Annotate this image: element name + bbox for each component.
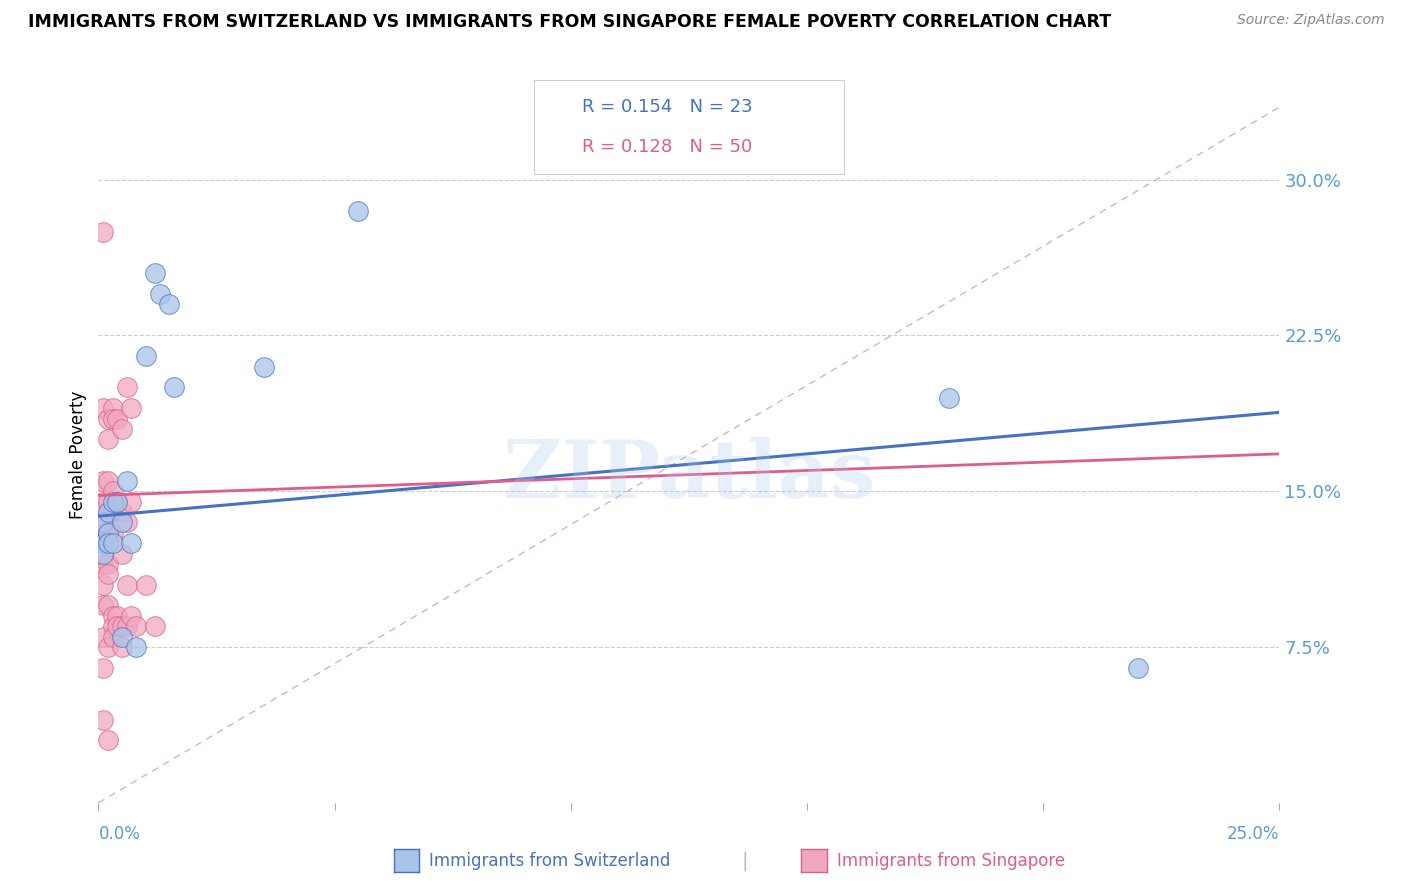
Point xyxy=(91,474,114,488)
Point xyxy=(91,536,114,550)
Point xyxy=(91,661,114,675)
Point xyxy=(97,599,120,613)
Point xyxy=(91,557,114,571)
Point xyxy=(91,547,114,561)
Point xyxy=(97,525,120,540)
Point xyxy=(97,505,120,519)
Text: IMMIGRANTS FROM SWITZERLAND VS IMMIGRANTS FROM SINGAPORE FEMALE POVERTY CORRELAT: IMMIGRANTS FROM SWITZERLAND VS IMMIGRANT… xyxy=(28,13,1111,31)
Point xyxy=(97,557,120,571)
Point xyxy=(111,547,134,561)
Point xyxy=(115,619,138,633)
Point xyxy=(157,297,180,311)
Point xyxy=(101,411,124,425)
Text: 0.0%: 0.0% xyxy=(98,825,141,843)
Point xyxy=(91,516,114,530)
Point xyxy=(97,474,120,488)
Point xyxy=(101,536,124,550)
Point xyxy=(91,525,114,540)
Point xyxy=(115,578,138,592)
Point xyxy=(101,494,124,508)
Point xyxy=(121,536,143,550)
Point xyxy=(347,203,370,218)
Point xyxy=(105,411,128,425)
Point xyxy=(97,733,120,747)
Point xyxy=(105,494,128,508)
Point xyxy=(125,640,148,654)
Point xyxy=(111,640,134,654)
Text: Immigrants from Switzerland: Immigrants from Switzerland xyxy=(429,852,671,870)
Point xyxy=(91,713,114,727)
Text: R = 0.128   N = 50: R = 0.128 N = 50 xyxy=(582,138,752,156)
Text: Immigrants from Singapore: Immigrants from Singapore xyxy=(837,852,1064,870)
Point xyxy=(1126,661,1149,675)
Point xyxy=(101,401,124,416)
Point xyxy=(115,474,138,488)
Point xyxy=(91,578,114,592)
Point xyxy=(101,619,124,633)
Y-axis label: Female Poverty: Female Poverty xyxy=(69,391,87,519)
Point xyxy=(115,516,138,530)
Point xyxy=(135,349,157,363)
Point xyxy=(253,359,276,374)
Point xyxy=(121,401,143,416)
Text: R = 0.154   N = 23: R = 0.154 N = 23 xyxy=(582,98,752,116)
Point xyxy=(101,484,124,499)
Point xyxy=(91,536,114,550)
Point xyxy=(101,630,124,644)
Point xyxy=(111,516,134,530)
Point xyxy=(97,525,120,540)
Point xyxy=(105,608,128,623)
Point xyxy=(91,401,114,416)
Point xyxy=(115,380,138,394)
Point xyxy=(105,619,128,633)
Text: |: | xyxy=(742,851,748,871)
Point xyxy=(97,567,120,582)
Point xyxy=(91,599,114,613)
Point xyxy=(91,494,114,508)
Point xyxy=(149,287,172,301)
Point xyxy=(111,505,134,519)
Point xyxy=(111,619,134,633)
Point xyxy=(111,630,134,644)
Point xyxy=(91,225,114,239)
Point xyxy=(121,494,143,508)
Point xyxy=(121,608,143,623)
Point xyxy=(97,494,120,508)
Text: 25.0%: 25.0% xyxy=(1227,825,1279,843)
Point xyxy=(135,578,157,592)
Point xyxy=(101,608,124,623)
Point xyxy=(97,411,120,425)
Point xyxy=(105,494,128,508)
Point xyxy=(111,422,134,436)
Point xyxy=(143,619,166,633)
Point xyxy=(101,505,124,519)
Point xyxy=(101,525,124,540)
Point xyxy=(143,266,166,280)
Point xyxy=(97,433,120,447)
Point xyxy=(97,640,120,654)
Text: Source: ZipAtlas.com: Source: ZipAtlas.com xyxy=(1237,13,1385,28)
Point xyxy=(91,516,114,530)
Text: ZIPatlas: ZIPatlas xyxy=(503,437,875,515)
Point xyxy=(125,619,148,633)
Point xyxy=(97,536,120,550)
Point xyxy=(163,380,186,394)
Point xyxy=(938,391,960,405)
Point xyxy=(91,630,114,644)
